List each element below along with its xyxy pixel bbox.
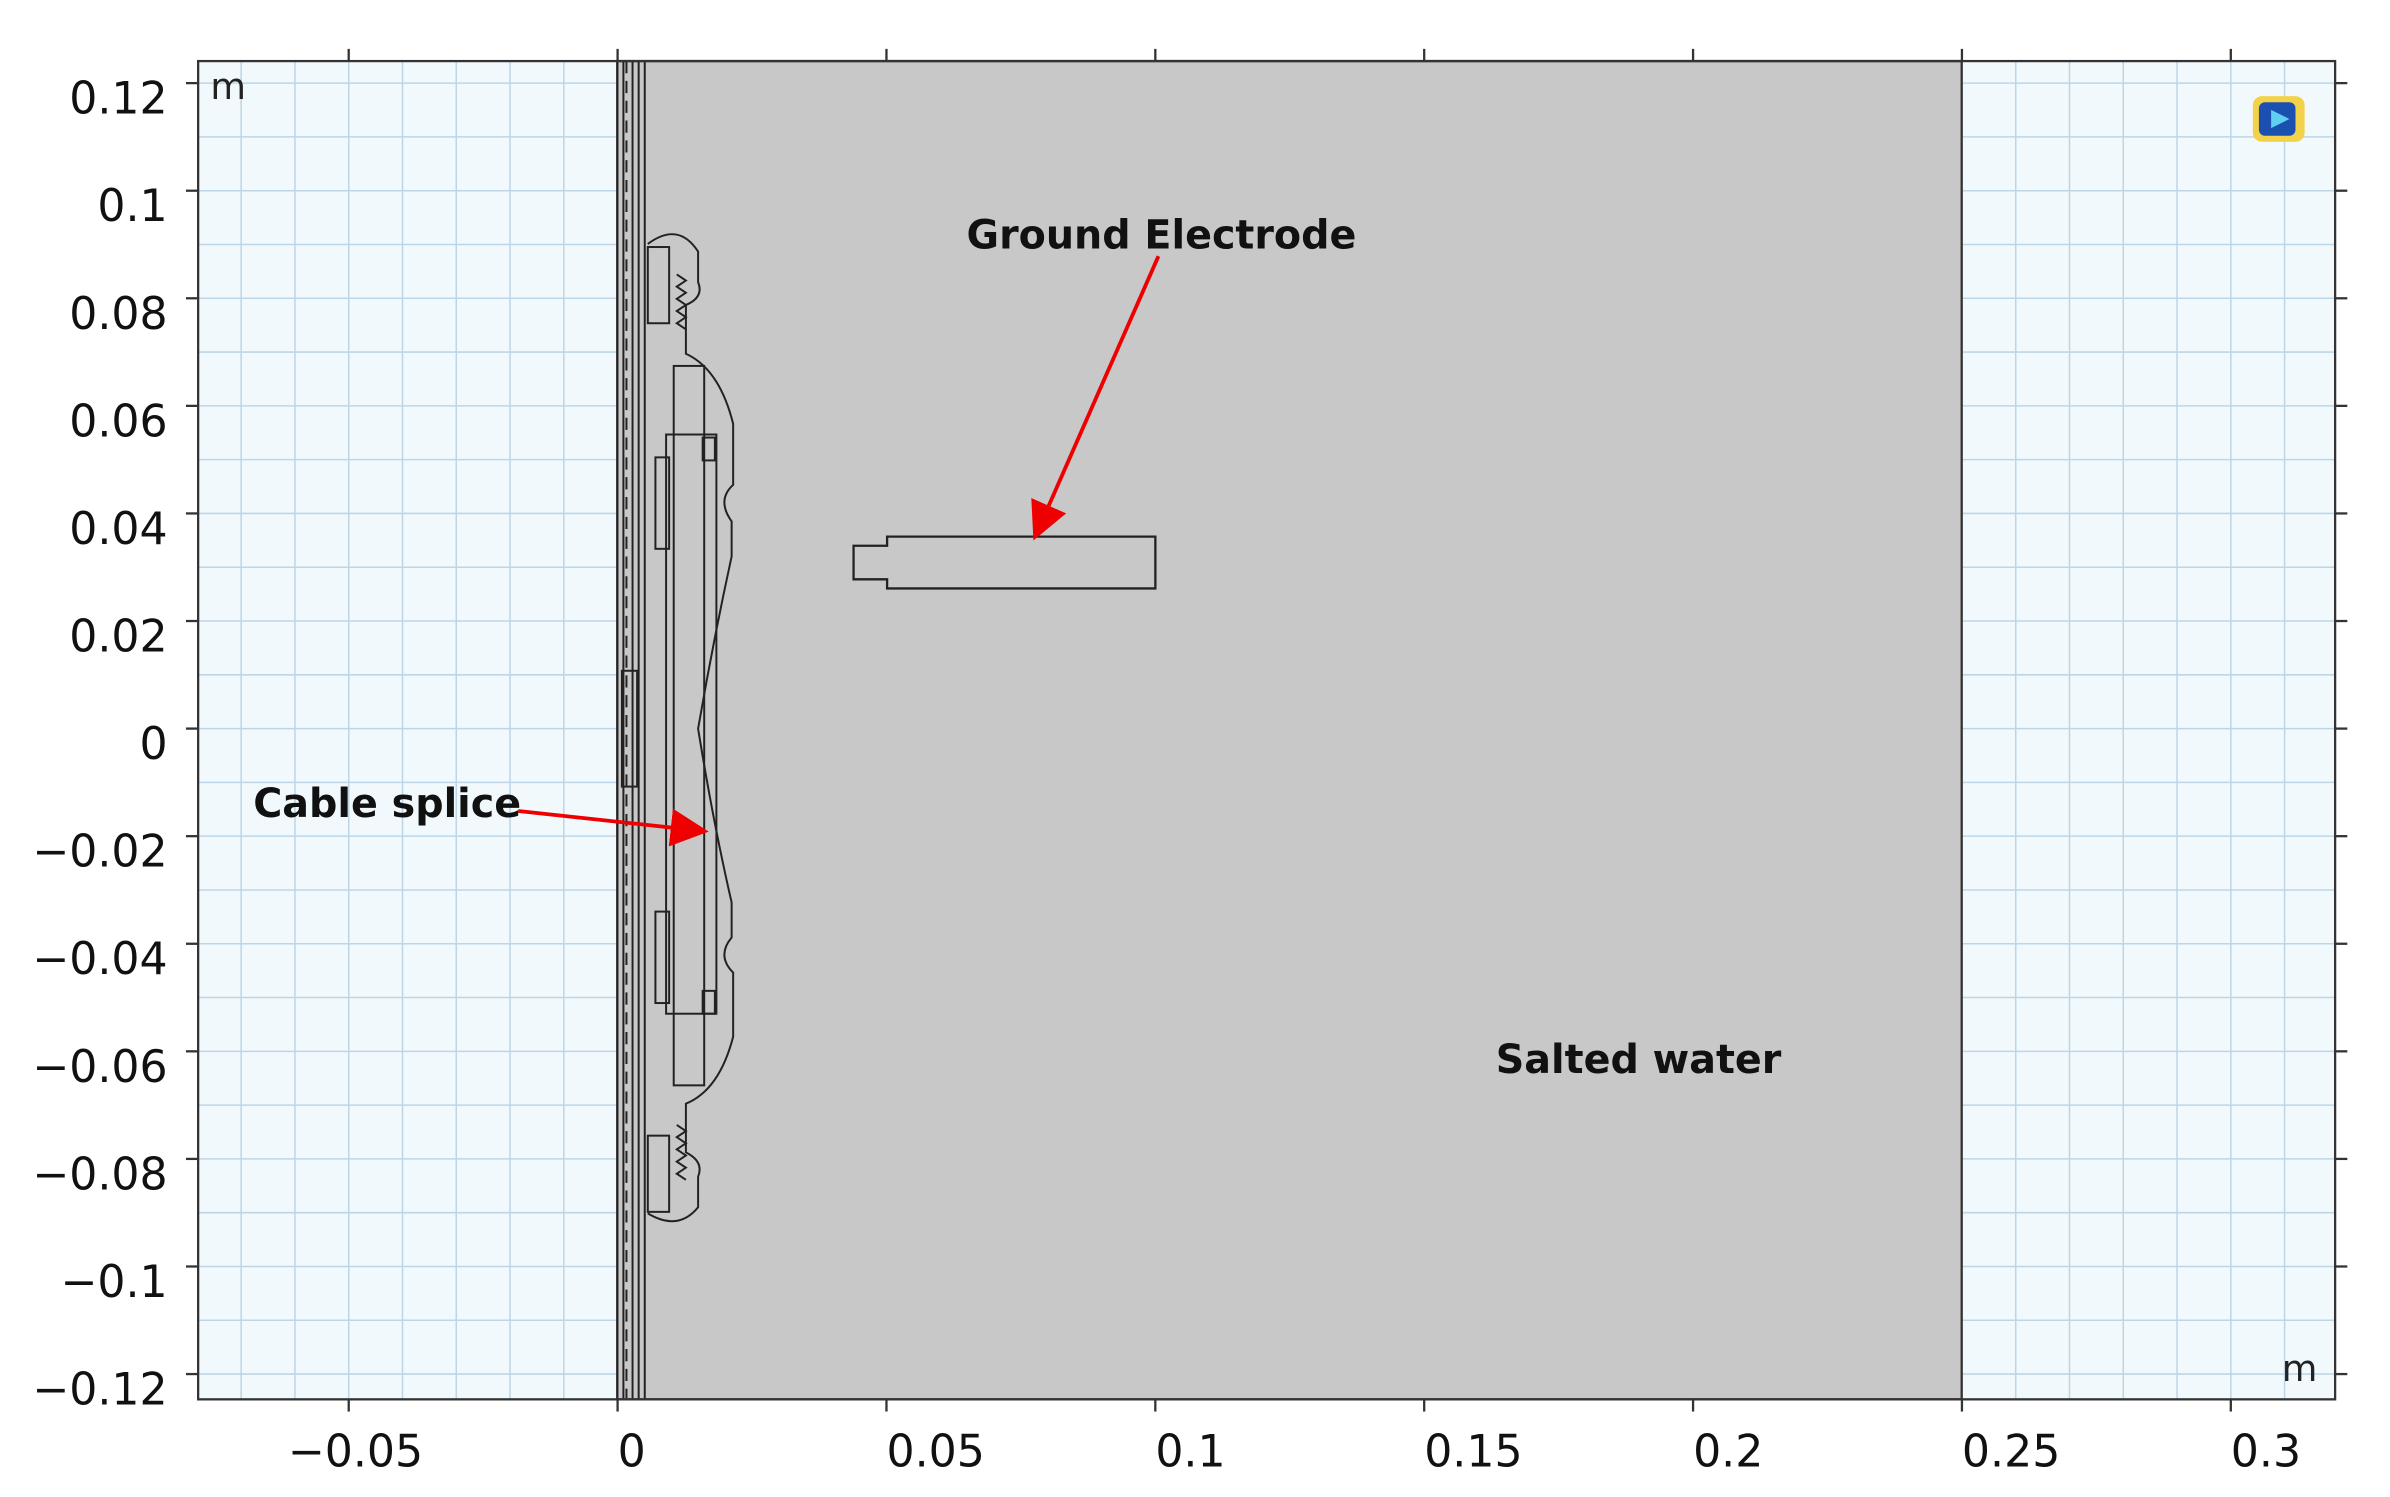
x-tick-label: 0.2 xyxy=(1693,1426,1763,1477)
x-tick-label: 0.25 xyxy=(1962,1426,2060,1477)
arrow xyxy=(1031,255,1161,541)
y-tick-label: −0.1 xyxy=(60,1257,167,1308)
x-tick-label: 0 xyxy=(618,1426,646,1477)
salted-water-domain xyxy=(616,59,1963,1401)
y-tick-label: −0.04 xyxy=(32,934,167,985)
x-tick-label: 0.1 xyxy=(1155,1426,1225,1477)
x-tick-label: 0.15 xyxy=(1424,1426,1522,1477)
x-tick-label: 0.3 xyxy=(2231,1426,2301,1477)
logo xyxy=(2252,96,2305,142)
y-tick-label: 0.04 xyxy=(69,504,167,555)
y-tick-label: −0.06 xyxy=(32,1042,167,1093)
y-tick-label: 0.08 xyxy=(69,289,167,340)
cable-splice xyxy=(616,61,735,1400)
x-unit: m xyxy=(2282,1347,2318,1390)
y-tick-label: −0.08 xyxy=(32,1149,167,1200)
plot-frame xyxy=(197,59,2337,1401)
arrow xyxy=(518,808,709,847)
ground-electrode xyxy=(852,535,1157,590)
y-tick-label: 0.12 xyxy=(69,74,167,125)
y-tick-label: 0 xyxy=(140,719,168,770)
x-tick-label: −0.05 xyxy=(288,1426,423,1477)
annotation: Ground Electrode xyxy=(967,213,1357,259)
y-tick-label: 0.1 xyxy=(97,181,167,232)
y-tick-label: 0.06 xyxy=(69,396,167,447)
y-unit: m xyxy=(210,65,246,108)
y-tick-label: −0.02 xyxy=(32,827,167,878)
x-tick-label: 0.05 xyxy=(886,1426,984,1477)
annotation: Cable splice xyxy=(253,781,521,827)
y-tick-label: −0.12 xyxy=(32,1365,167,1416)
y-tick-label: 0.02 xyxy=(69,612,167,663)
annotation: Salted water xyxy=(1496,1037,1782,1083)
